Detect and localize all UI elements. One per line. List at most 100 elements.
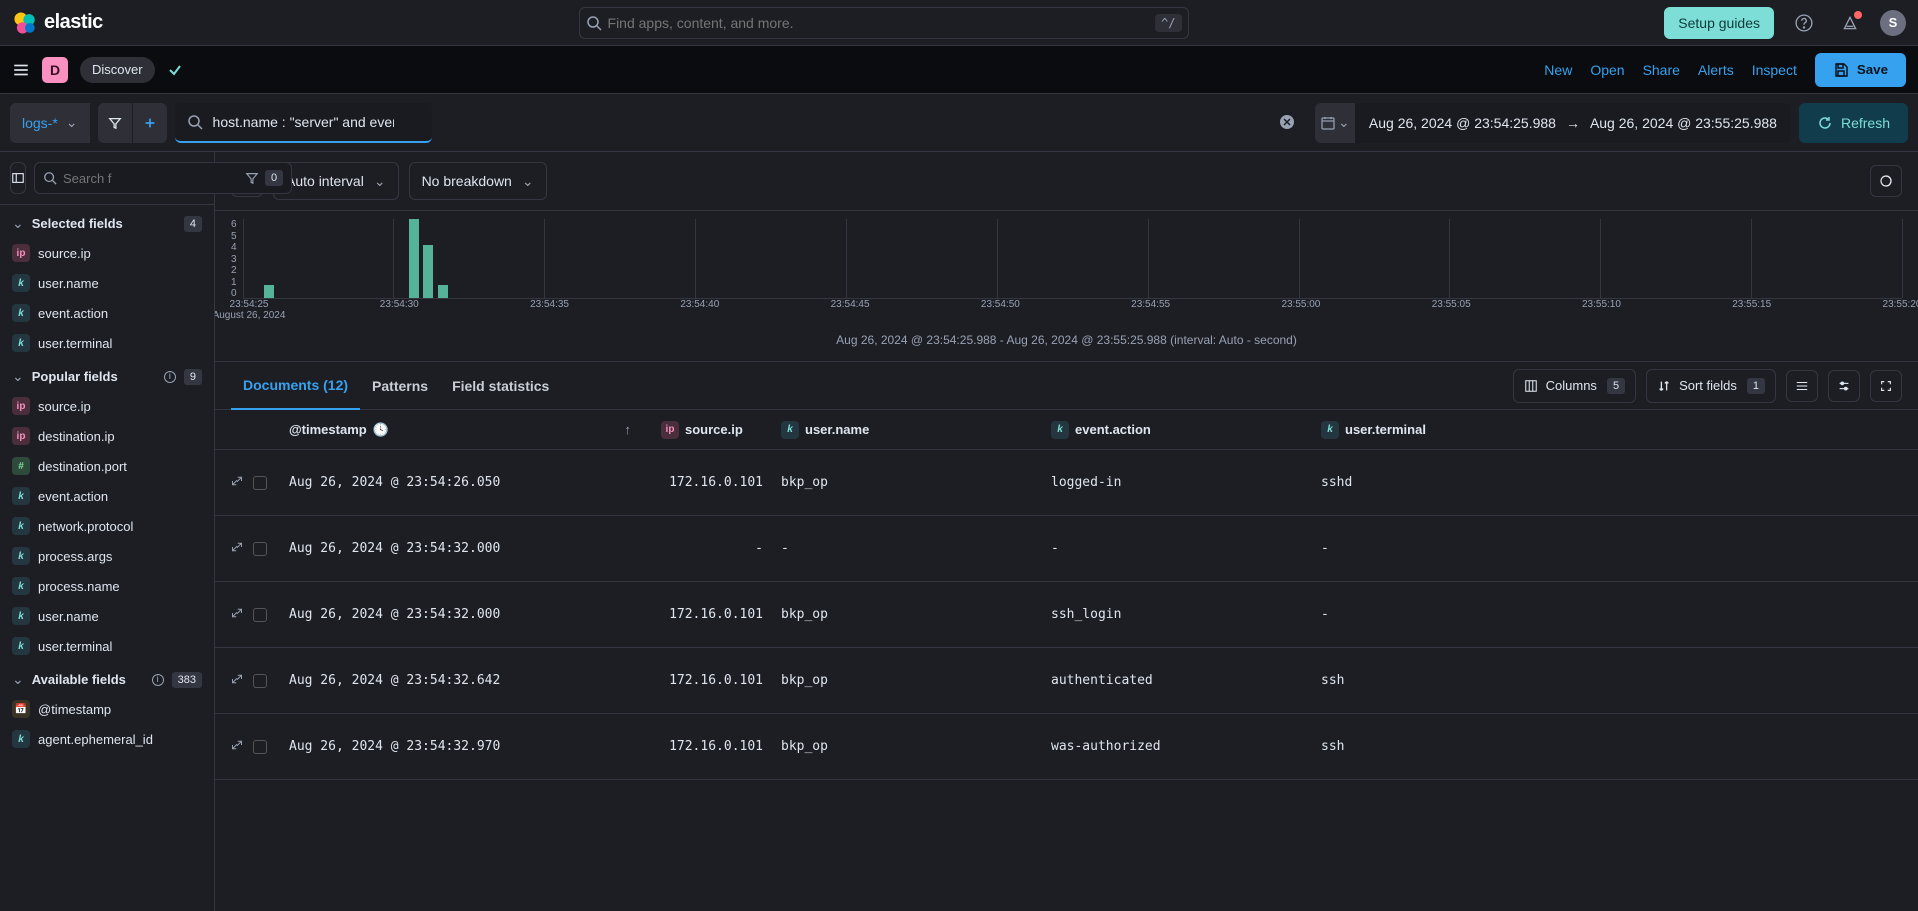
field-item[interactable]: ip source.ip xyxy=(0,391,214,421)
sidebar-section[interactable]: ⌄ Popular fields i 9 xyxy=(0,358,214,391)
field-item[interactable]: k agent.ephemeral_id xyxy=(0,724,214,754)
field-item[interactable]: k process.args xyxy=(0,541,214,571)
field-name: event.action xyxy=(38,306,108,321)
breakdown-select[interactable]: No breakdown⌄ xyxy=(409,162,547,200)
row-checkbox[interactable] xyxy=(253,542,267,556)
columns-button[interactable]: Columns 5 xyxy=(1513,369,1636,403)
sidebar-section[interactable]: ⌄ Available fields i 383 xyxy=(0,661,214,694)
section-count: 383 xyxy=(172,672,202,688)
chart-bar[interactable] xyxy=(423,245,433,298)
field-search-input[interactable] xyxy=(63,171,239,186)
chart-options-button[interactable] xyxy=(1870,165,1902,197)
arrow-right-icon: → xyxy=(1566,115,1580,131)
tab[interactable]: Documents (12) xyxy=(231,362,360,410)
th-event-action[interactable]: kevent.action xyxy=(1051,421,1321,439)
field-item[interactable]: ip destination.ip xyxy=(0,421,214,451)
display-options-button[interactable] xyxy=(1828,370,1860,402)
nav-inspect[interactable]: Inspect xyxy=(1752,62,1797,78)
field-item[interactable]: k user.terminal xyxy=(0,631,214,661)
field-name: agent.ephemeral_id xyxy=(38,732,153,747)
expand-icon[interactable] xyxy=(231,475,243,491)
add-filter-button[interactable] xyxy=(132,103,167,143)
cell-user-terminal: - xyxy=(1321,607,1918,622)
avatar[interactable]: S xyxy=(1880,10,1906,36)
tab[interactable]: Field statistics xyxy=(440,362,561,410)
nav-toggle-icon[interactable] xyxy=(12,61,30,79)
cell-timestamp: Aug 26, 2024 @ 23:54:32.000 xyxy=(281,607,661,622)
nav-open[interactable]: Open xyxy=(1590,62,1624,78)
th-timestamp[interactable]: @timestamp 🕓 ↑ xyxy=(281,422,661,438)
th-user-name[interactable]: kuser.name xyxy=(781,421,1051,439)
cell-user-name: - xyxy=(781,541,1051,556)
dataview-selector[interactable]: logs-* ⌄ xyxy=(10,103,90,143)
density-button[interactable] xyxy=(1786,370,1818,402)
y-axis: 6543210 xyxy=(231,219,237,299)
nav-new[interactable]: New xyxy=(1544,62,1572,78)
section-title: Popular fields xyxy=(32,369,156,384)
table-row[interactable]: Aug 26, 2024 @ 23:54:32.970 172.16.0.101… xyxy=(215,714,1918,780)
field-name: network.protocol xyxy=(38,519,133,534)
field-item[interactable]: # destination.port xyxy=(0,451,214,481)
date-range[interactable]: Aug 26, 2024 @ 23:54:25.988 → Aug 26, 20… xyxy=(1355,103,1791,143)
tab[interactable]: Patterns xyxy=(360,362,440,410)
field-item[interactable]: k user.name xyxy=(0,268,214,298)
chart-plot[interactable] xyxy=(243,219,1902,299)
search-icon xyxy=(586,15,602,31)
row-checkbox[interactable] xyxy=(253,740,267,754)
expand-icon[interactable] xyxy=(231,739,243,755)
help-icon[interactable] xyxy=(1788,7,1820,39)
field-item[interactable]: k user.terminal xyxy=(0,328,214,358)
field-search[interactable]: 0 xyxy=(34,162,292,194)
expand-icon[interactable] xyxy=(231,541,243,557)
info-icon[interactable]: i xyxy=(152,674,164,686)
field-item[interactable]: k event.action xyxy=(0,298,214,328)
brand-logo[interactable]: elastic xyxy=(12,10,103,36)
cell-source-ip: 172.16.0.101 xyxy=(661,739,781,754)
field-type-icon: k xyxy=(12,730,30,748)
date-quick-select[interactable]: ⌄ xyxy=(1315,103,1355,143)
row-checkbox[interactable] xyxy=(253,608,267,622)
th-user-terminal[interactable]: kuser.terminal xyxy=(1321,421,1918,439)
cell-event-action: authenticated xyxy=(1051,673,1321,688)
chart-bar[interactable] xyxy=(438,285,448,298)
sidebar-section[interactable]: ⌄ Selected fields 4 xyxy=(0,205,214,238)
clear-icon[interactable] xyxy=(1279,114,1295,133)
info-icon[interactable]: i xyxy=(164,371,176,383)
chevron-down-icon: ⌄ xyxy=(12,368,24,385)
table-row[interactable]: Aug 26, 2024 @ 23:54:26.050 172.16.0.101… xyxy=(215,450,1918,516)
field-type-icon: k xyxy=(12,334,30,352)
field-item[interactable]: ip source.ip xyxy=(0,238,214,268)
query-bar: logs-* ⌄ ⌄ Aug 26, 2024 @ 23:54:25.988 →… xyxy=(0,94,1918,152)
field-item[interactable]: k event.action xyxy=(0,481,214,511)
filter-icon[interactable] xyxy=(245,171,259,185)
save-button[interactable]: Save xyxy=(1815,53,1906,87)
chart-bar[interactable] xyxy=(409,219,419,298)
filter-button[interactable] xyxy=(98,103,132,143)
refresh-button[interactable]: Refresh xyxy=(1799,103,1908,143)
row-checkbox[interactable] xyxy=(253,674,267,688)
global-search-input[interactable] xyxy=(602,15,1156,31)
expand-icon[interactable] xyxy=(231,673,243,689)
field-item[interactable]: 📅 @timestamp xyxy=(0,694,214,724)
fullscreen-button[interactable] xyxy=(1870,370,1902,402)
sidebar-collapse-button[interactable] xyxy=(10,162,26,194)
field-item[interactable]: k user.name xyxy=(0,601,214,631)
th-source-ip[interactable]: ipsource.ip xyxy=(661,421,781,439)
global-search[interactable]: ^/ xyxy=(579,7,1189,39)
app-name-pill[interactable]: Discover xyxy=(80,57,155,83)
table-row[interactable]: Aug 26, 2024 @ 23:54:32.000 172.16.0.101… xyxy=(215,582,1918,648)
table-row[interactable]: Aug 26, 2024 @ 23:54:32.642 172.16.0.101… xyxy=(215,648,1918,714)
nav-alerts[interactable]: Alerts xyxy=(1698,62,1734,78)
setup-guides-button[interactable]: Setup guides xyxy=(1664,7,1774,39)
field-name: source.ip xyxy=(38,399,91,414)
expand-icon[interactable] xyxy=(231,607,243,623)
sort-button[interactable]: Sort fields 1 xyxy=(1646,369,1776,403)
newsfeed-icon[interactable] xyxy=(1834,7,1866,39)
table-row[interactable]: Aug 26, 2024 @ 23:54:32.000 - - - - xyxy=(215,516,1918,582)
field-item[interactable]: k process.name xyxy=(0,571,214,601)
field-item[interactable]: k network.protocol xyxy=(0,511,214,541)
chart-bar[interactable] xyxy=(264,285,274,298)
kql-input[interactable] xyxy=(175,103,432,143)
nav-share[interactable]: Share xyxy=(1643,62,1680,78)
row-checkbox[interactable] xyxy=(253,476,267,490)
